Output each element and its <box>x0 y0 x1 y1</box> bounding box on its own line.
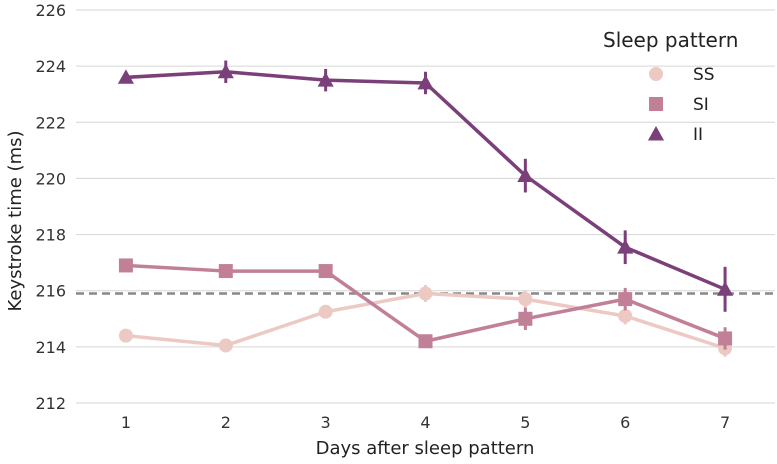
series-ss <box>118 285 733 357</box>
data-point <box>318 304 333 319</box>
y-tick-label: 212 <box>35 394 66 413</box>
legend-marker-si <box>649 97 663 111</box>
data-point <box>218 338 233 353</box>
y-tick-label: 214 <box>35 338 66 357</box>
series-line-ii <box>125 70 726 291</box>
x-axis-title: Days after sleep pattern <box>316 438 535 459</box>
data-point <box>118 258 133 273</box>
series-ii <box>117 60 734 312</box>
data-point <box>117 69 134 84</box>
legend-title: Sleep pattern <box>603 28 738 52</box>
y-tick-label: 222 <box>35 113 66 132</box>
y-tick-label: 224 <box>35 57 66 76</box>
series-si <box>118 258 733 350</box>
y-axis-title: Keystroke time (ms) <box>5 130 26 311</box>
legend-label: II <box>693 125 703 145</box>
data-point <box>617 239 634 254</box>
legend-marker-ii <box>647 125 665 141</box>
series-group <box>117 60 734 357</box>
legend-marker-ss <box>649 67 663 81</box>
data-point <box>618 308 633 323</box>
data-point <box>418 286 433 301</box>
series-line-si <box>125 263 726 343</box>
data-point <box>317 72 334 87</box>
x-tick-label: 3 <box>321 413 331 432</box>
data-point <box>717 281 734 296</box>
data-point <box>318 264 333 279</box>
x-tick-label: 5 <box>520 413 530 432</box>
data-point <box>518 311 533 326</box>
y-tick-label: 220 <box>35 169 66 188</box>
data-point <box>118 328 133 343</box>
data-point <box>518 292 533 307</box>
data-point <box>218 264 233 279</box>
data-point <box>217 63 234 79</box>
tick-labels: 212 214 216 218 220 222 224 226 1 2 3 4 5 6 7 <box>35 1 730 432</box>
x-tick-label: 6 <box>620 413 630 432</box>
x-tick-label: 1 <box>121 413 131 432</box>
data-point <box>718 331 733 346</box>
legend-label: SS <box>693 65 715 85</box>
y-tick-label: 226 <box>35 1 66 20</box>
legend-label: SI <box>693 95 709 115</box>
y-tick-label: 218 <box>35 226 66 245</box>
data-point <box>417 74 434 90</box>
x-tick-label: 7 <box>720 413 730 432</box>
y-tick-label: 216 <box>35 282 66 301</box>
x-tick-label: 2 <box>221 413 231 432</box>
x-tick-label: 4 <box>420 413 430 432</box>
data-point <box>418 334 433 349</box>
legend: Sleep pattern SS SI II <box>603 28 738 145</box>
data-point <box>517 167 534 183</box>
data-point <box>618 292 633 307</box>
